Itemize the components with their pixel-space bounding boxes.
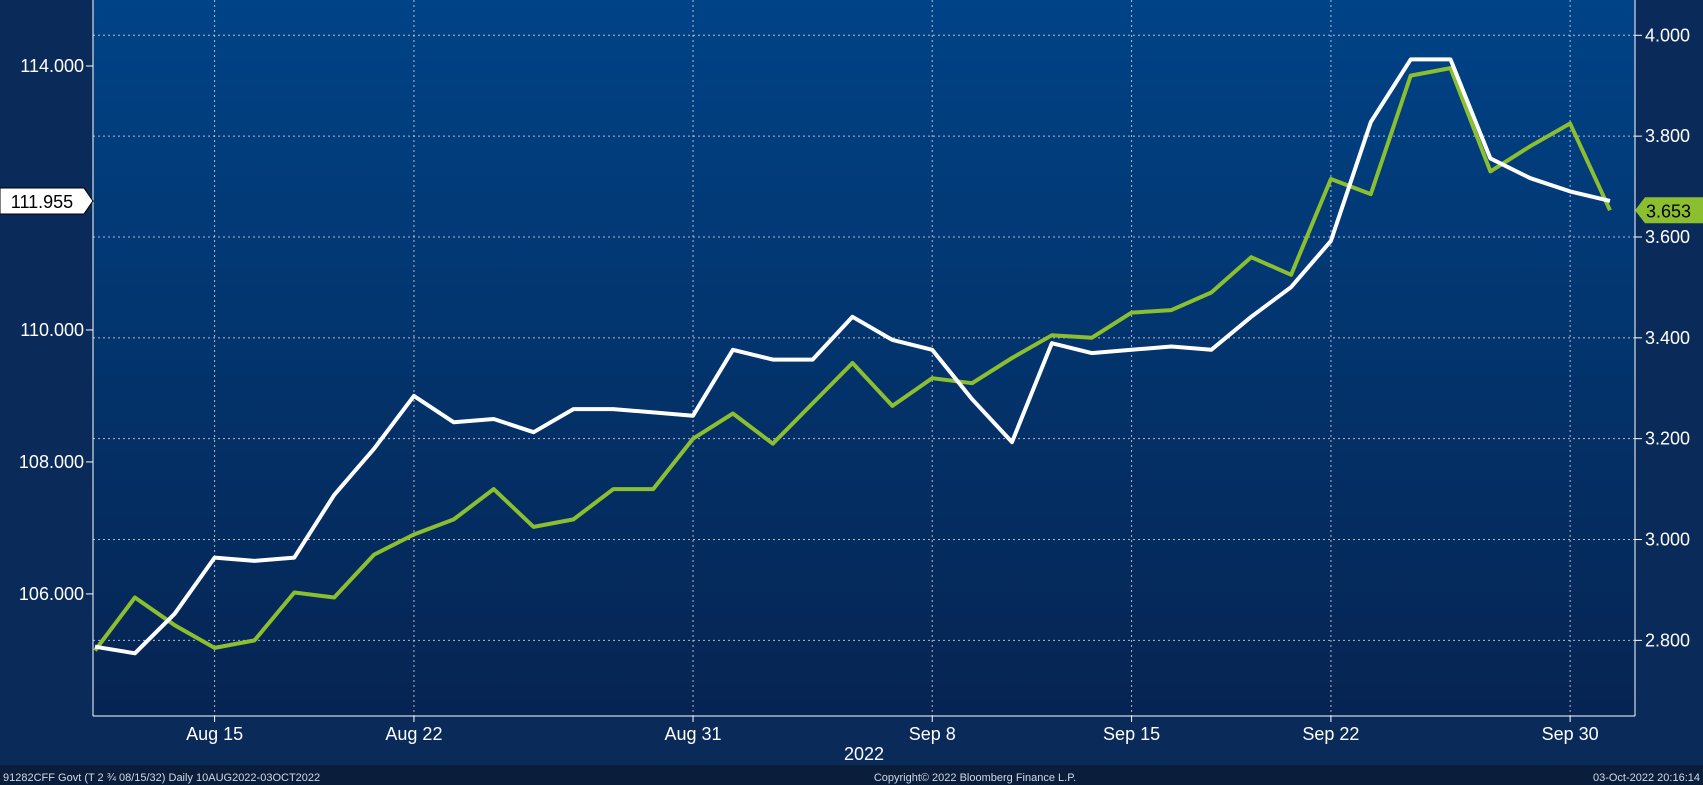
right-tick-label: 3.400 xyxy=(1645,328,1690,348)
right-tick-label: 3.200 xyxy=(1645,429,1690,449)
plot-background xyxy=(93,0,1635,716)
grid-lines xyxy=(93,0,1635,716)
right-tick-label: 3.000 xyxy=(1645,530,1690,550)
x-tick-label: Sep 15 xyxy=(1103,724,1160,744)
footer-security: 91282CFF Govt (T 2 ¾ 08/15/32) Daily 10A… xyxy=(3,772,320,784)
right-tick-label: 3.600 xyxy=(1645,227,1690,247)
footer-copyright: Copyright© 2022 Bloomberg Finance L.P. xyxy=(874,772,1076,784)
right-tick-label: 2.800 xyxy=(1645,630,1690,650)
year-label: 2022 xyxy=(844,744,884,764)
left-tick-label: 106.000 xyxy=(19,584,84,604)
x-tick-label: Aug 22 xyxy=(385,724,442,744)
price-series-line xyxy=(94,57,1611,656)
x-tick-label: Aug 31 xyxy=(664,724,721,744)
yield-last-value-tag xyxy=(1635,197,1703,224)
price-last-value-tag xyxy=(0,187,94,215)
right-tick-label: 3.800 xyxy=(1645,126,1690,146)
left-tick-label: 114.000 xyxy=(20,56,84,76)
axes xyxy=(86,0,1642,722)
x-tick-label: Aug 15 xyxy=(186,724,243,744)
price-last-value-label: 111.955 xyxy=(11,192,73,212)
series-group xyxy=(93,57,1612,656)
left-tick-label: 108.000 xyxy=(19,452,84,472)
right-tick-label: 4.000 xyxy=(1645,25,1690,45)
x-tick-label: Sep 8 xyxy=(909,724,956,744)
yield-last-value-label: 3.653 xyxy=(1646,201,1691,221)
footer-timestamp: 03-Oct-2022 20:16:14 xyxy=(1593,772,1700,784)
footer-background xyxy=(0,765,1703,785)
yield-series-line xyxy=(93,66,1612,652)
x-tick-label: Sep 22 xyxy=(1302,724,1359,744)
x-tick-label: Sep 30 xyxy=(1542,724,1599,744)
left-tick-label: 110.000 xyxy=(20,320,84,340)
tick-labels: Aug 15 Aug 22 Aug 31 Sep 8 Sep 15 Sep 22 Sep 3… xyxy=(0,25,1703,744)
